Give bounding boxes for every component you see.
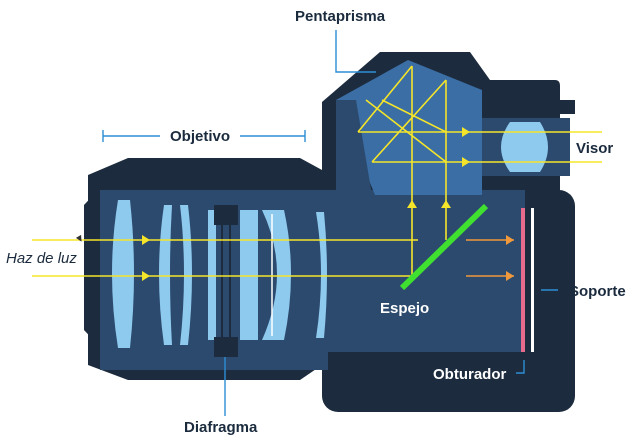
label-objetivo: Objetivo [170,128,230,145]
label-haz-de-luz: Haz de luz [6,250,77,267]
arrow-vf-lower [462,157,470,167]
eyepiece-lens [501,122,548,172]
mirror [399,203,489,291]
diaphragm [214,205,238,357]
prism-ray-4 [371,79,447,163]
orange-arrow-lower [506,271,514,281]
lens-element-5 [240,210,258,340]
leader-obturador [516,360,525,374]
shutter [521,208,525,352]
pentaprism-side [336,100,372,195]
arrow-upper-1 [142,235,150,245]
arrow-lower-1 [142,271,150,281]
prism-ray-5 [381,99,447,133]
prism-ray-3 [357,65,413,133]
label-diafragma: Diafragma [184,419,258,436]
lens-element-7 [316,212,327,338]
lens-element-1 [112,200,134,348]
label-obturador: Obturador [433,366,506,383]
diaphragm-top [214,205,238,225]
leader-pentaprisma [335,30,376,73]
label-visor: Visor [576,140,613,157]
label-espejo: Espejo [380,300,429,317]
lens-element-4 [208,210,216,340]
prism-ray-6 [365,99,447,163]
orange-arrow-upper [506,235,514,245]
arrow-vf-upper [462,127,470,137]
sensor-support [531,208,534,352]
leaders [102,30,558,416]
diaphragm-bottom [214,337,238,357]
orange-rays [466,235,514,281]
label-pentaprisma: Pentaprisma [295,8,386,25]
lens-front-rim [84,190,98,345]
ray-arrowheads [142,127,470,281]
inner-chamber-lower [100,352,328,370]
label-soporte: Soporte [569,283,626,300]
arrow-up-2 [441,200,451,208]
arrow-up-1 [407,200,417,208]
lens-element-6 [262,210,291,340]
